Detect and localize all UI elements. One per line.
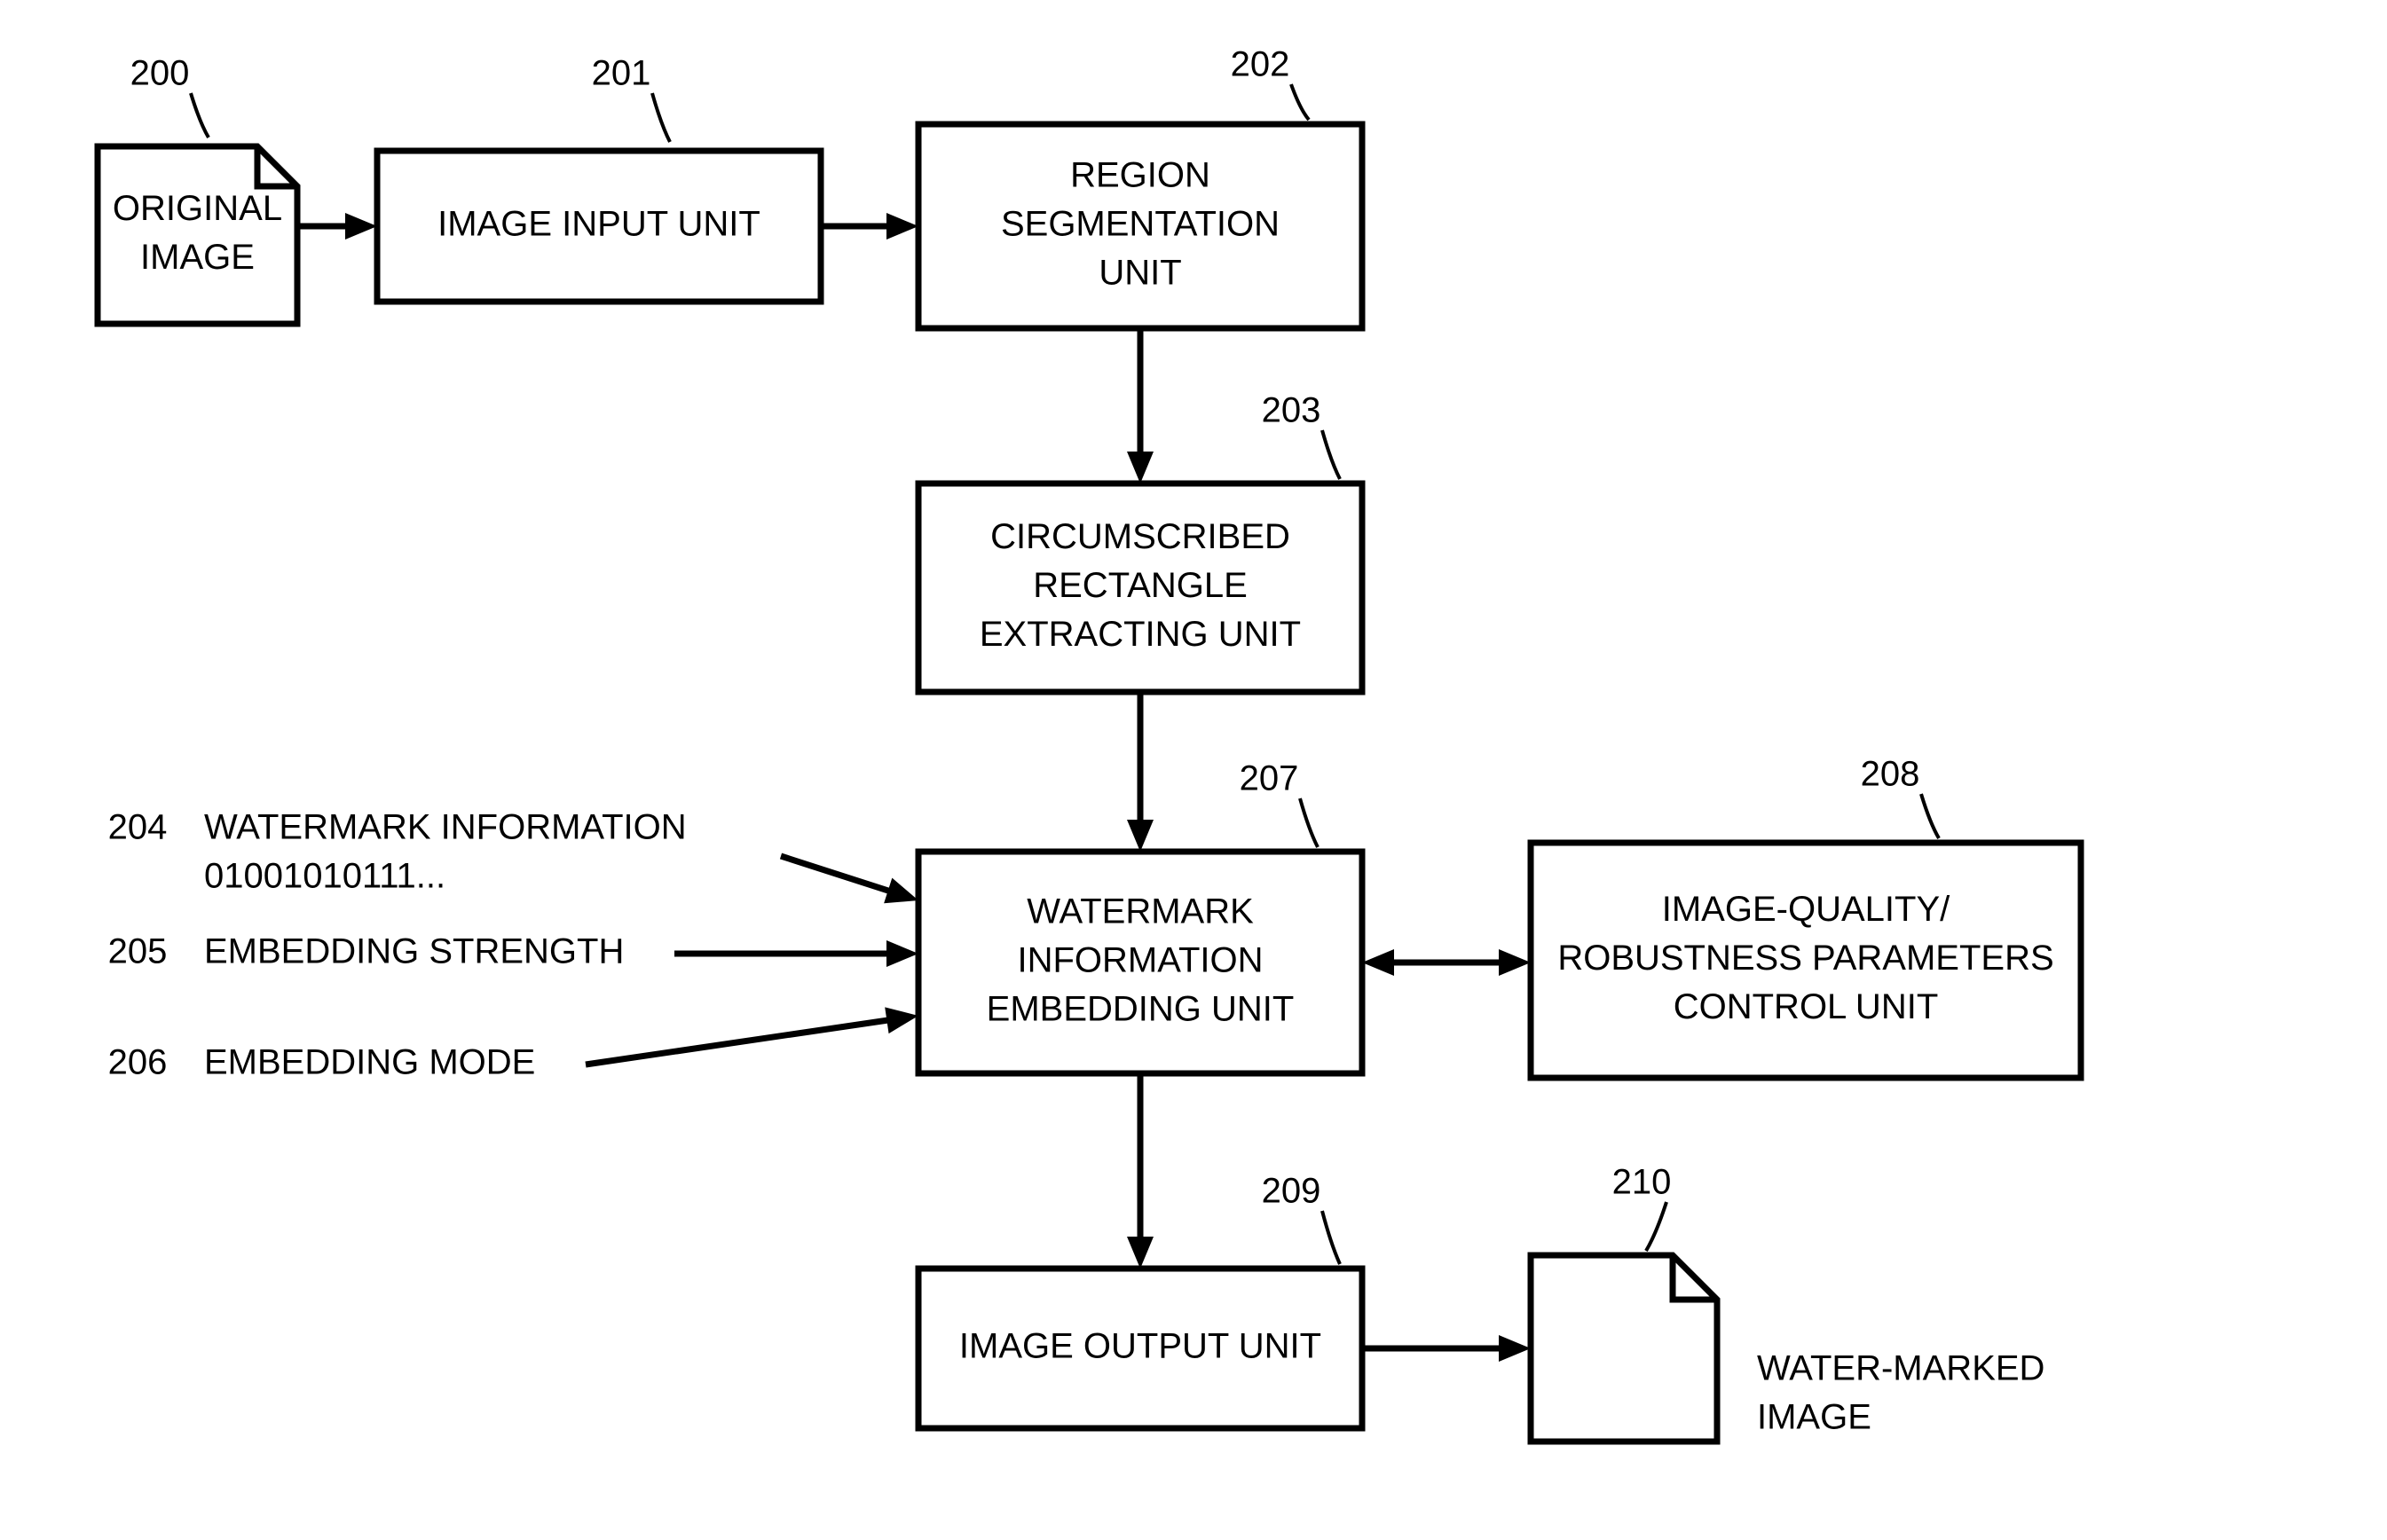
ref-number: 208 bbox=[1861, 755, 1920, 794]
ref-number: 206 bbox=[108, 1043, 168, 1082]
node-label: ROBUSTNESS PARAMETERS bbox=[1557, 939, 2053, 978]
node-201: IMAGE INPUT UNIT 201 bbox=[377, 54, 821, 302]
ref-number: 201 bbox=[592, 54, 651, 93]
input-204: 204 WATERMARK INFORMATION 01001010111... bbox=[108, 808, 687, 896]
node-label: WATERMARK bbox=[1027, 892, 1254, 931]
side-label: IMAGE bbox=[1757, 1398, 1871, 1437]
ref-number: 203 bbox=[1262, 391, 1321, 430]
node-200: ORIGINAL IMAGE 200 bbox=[98, 54, 297, 324]
node-label: CIRCUMSCRIBED bbox=[990, 517, 1290, 556]
node-label: SEGMENTATION bbox=[1001, 205, 1280, 244]
node-202: REGION SEGMENTATION UNIT 202 bbox=[918, 45, 1362, 328]
node-label: ORIGINAL bbox=[113, 189, 282, 228]
ref-number: 210 bbox=[1612, 1163, 1672, 1202]
node-label: EMBEDDING UNIT bbox=[987, 990, 1295, 1029]
node-label: UNIT bbox=[1099, 254, 1181, 293]
ref-number: 202 bbox=[1231, 45, 1290, 84]
ref-number: 204 bbox=[108, 808, 168, 847]
node-label: INFORMATION bbox=[1017, 941, 1263, 980]
ref-number: 205 bbox=[108, 932, 168, 971]
node-label: RECTANGLE bbox=[1033, 566, 1248, 605]
input-205: 205 EMBEDDING STRENGTH bbox=[108, 932, 625, 971]
side-label: WATER-MARKED bbox=[1757, 1349, 2044, 1388]
node-label: EXTRACTING UNIT bbox=[980, 615, 1301, 654]
node-label: IMAGE bbox=[140, 238, 255, 277]
node-label: IMAGE OUTPUT UNIT bbox=[959, 1327, 1321, 1366]
input-label: WATERMARK INFORMATION bbox=[204, 808, 687, 847]
node-label: IMAGE INPUT UNIT bbox=[437, 205, 760, 244]
watermark-flowchart: ORIGINAL IMAGE 200 IMAGE INPUT UNIT 201 REGIO… bbox=[0, 0, 2387, 1540]
input-label: 01001010111... bbox=[204, 857, 445, 896]
input-label: EMBEDDING MODE bbox=[204, 1043, 535, 1082]
ref-number: 209 bbox=[1262, 1172, 1321, 1211]
node-label: CONTROL UNIT bbox=[1674, 987, 1939, 1026]
node-208: IMAGE-QUALITY/ROBUSTNESS PARAMETERS CONTR… bbox=[1531, 755, 2081, 1078]
ref-number: 207 bbox=[1240, 759, 1299, 798]
node-label: REGION bbox=[1070, 156, 1210, 195]
node-label: IMAGE-QUALITY/ bbox=[1662, 890, 1950, 929]
ref-number: 200 bbox=[130, 54, 190, 93]
input-206: 206 EMBEDDING MODE bbox=[108, 1043, 536, 1082]
input-label: EMBEDDING STRENGTH bbox=[204, 932, 624, 971]
node-210: 210 WATER-MARKED IMAGE bbox=[1531, 1163, 2044, 1442]
